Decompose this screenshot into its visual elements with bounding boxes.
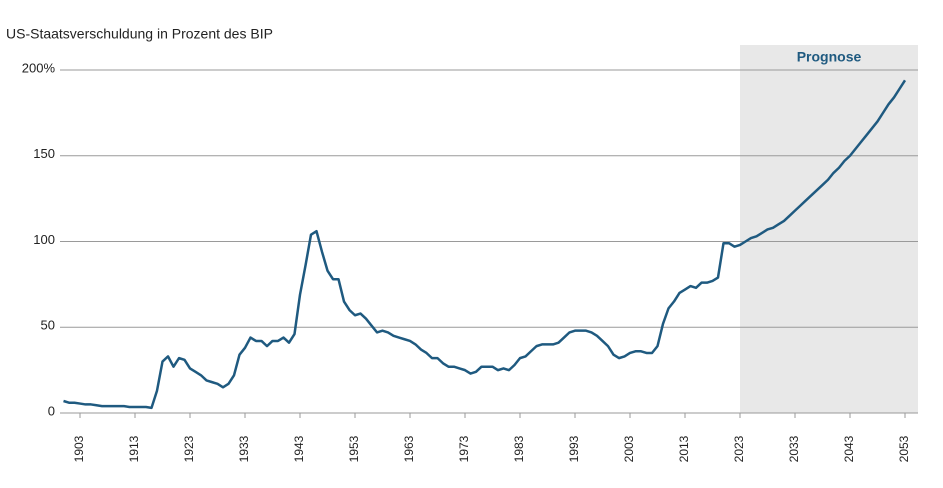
x-tick-label: 2023 — [732, 435, 746, 462]
x-tick-label: 1933 — [237, 435, 251, 462]
y-tick-label: 0 — [48, 403, 55, 418]
y-tick-label: 200% — [22, 60, 56, 75]
x-tick-label: 2003 — [622, 435, 636, 462]
x-tick-label: 2043 — [842, 435, 856, 462]
x-tick-label: 1963 — [402, 435, 416, 462]
x-tick-label: 1993 — [567, 435, 581, 462]
x-tick-label: 1943 — [292, 435, 306, 462]
x-tick-label: 1953 — [347, 435, 361, 462]
data-line — [63, 79, 907, 410]
x-tick-label: 1903 — [72, 435, 86, 462]
y-tick-label: 150 — [33, 146, 55, 161]
x-tick-label: 1983 — [512, 435, 526, 462]
x-tick-label: 2033 — [787, 435, 801, 462]
forecast-label: Prognose — [797, 49, 862, 65]
y-tick-label: 100 — [33, 232, 55, 247]
x-tick-label: 1923 — [182, 435, 196, 462]
y-tick-label: 50 — [41, 318, 55, 333]
x-tick-label: 1973 — [457, 435, 471, 462]
x-tick-label: 2053 — [897, 435, 911, 462]
chart-title: US-Staatsverschuldung in Prozent des BIP — [6, 26, 273, 42]
x-tick-label: 2013 — [677, 435, 691, 462]
x-tick-label: 1913 — [127, 435, 141, 462]
